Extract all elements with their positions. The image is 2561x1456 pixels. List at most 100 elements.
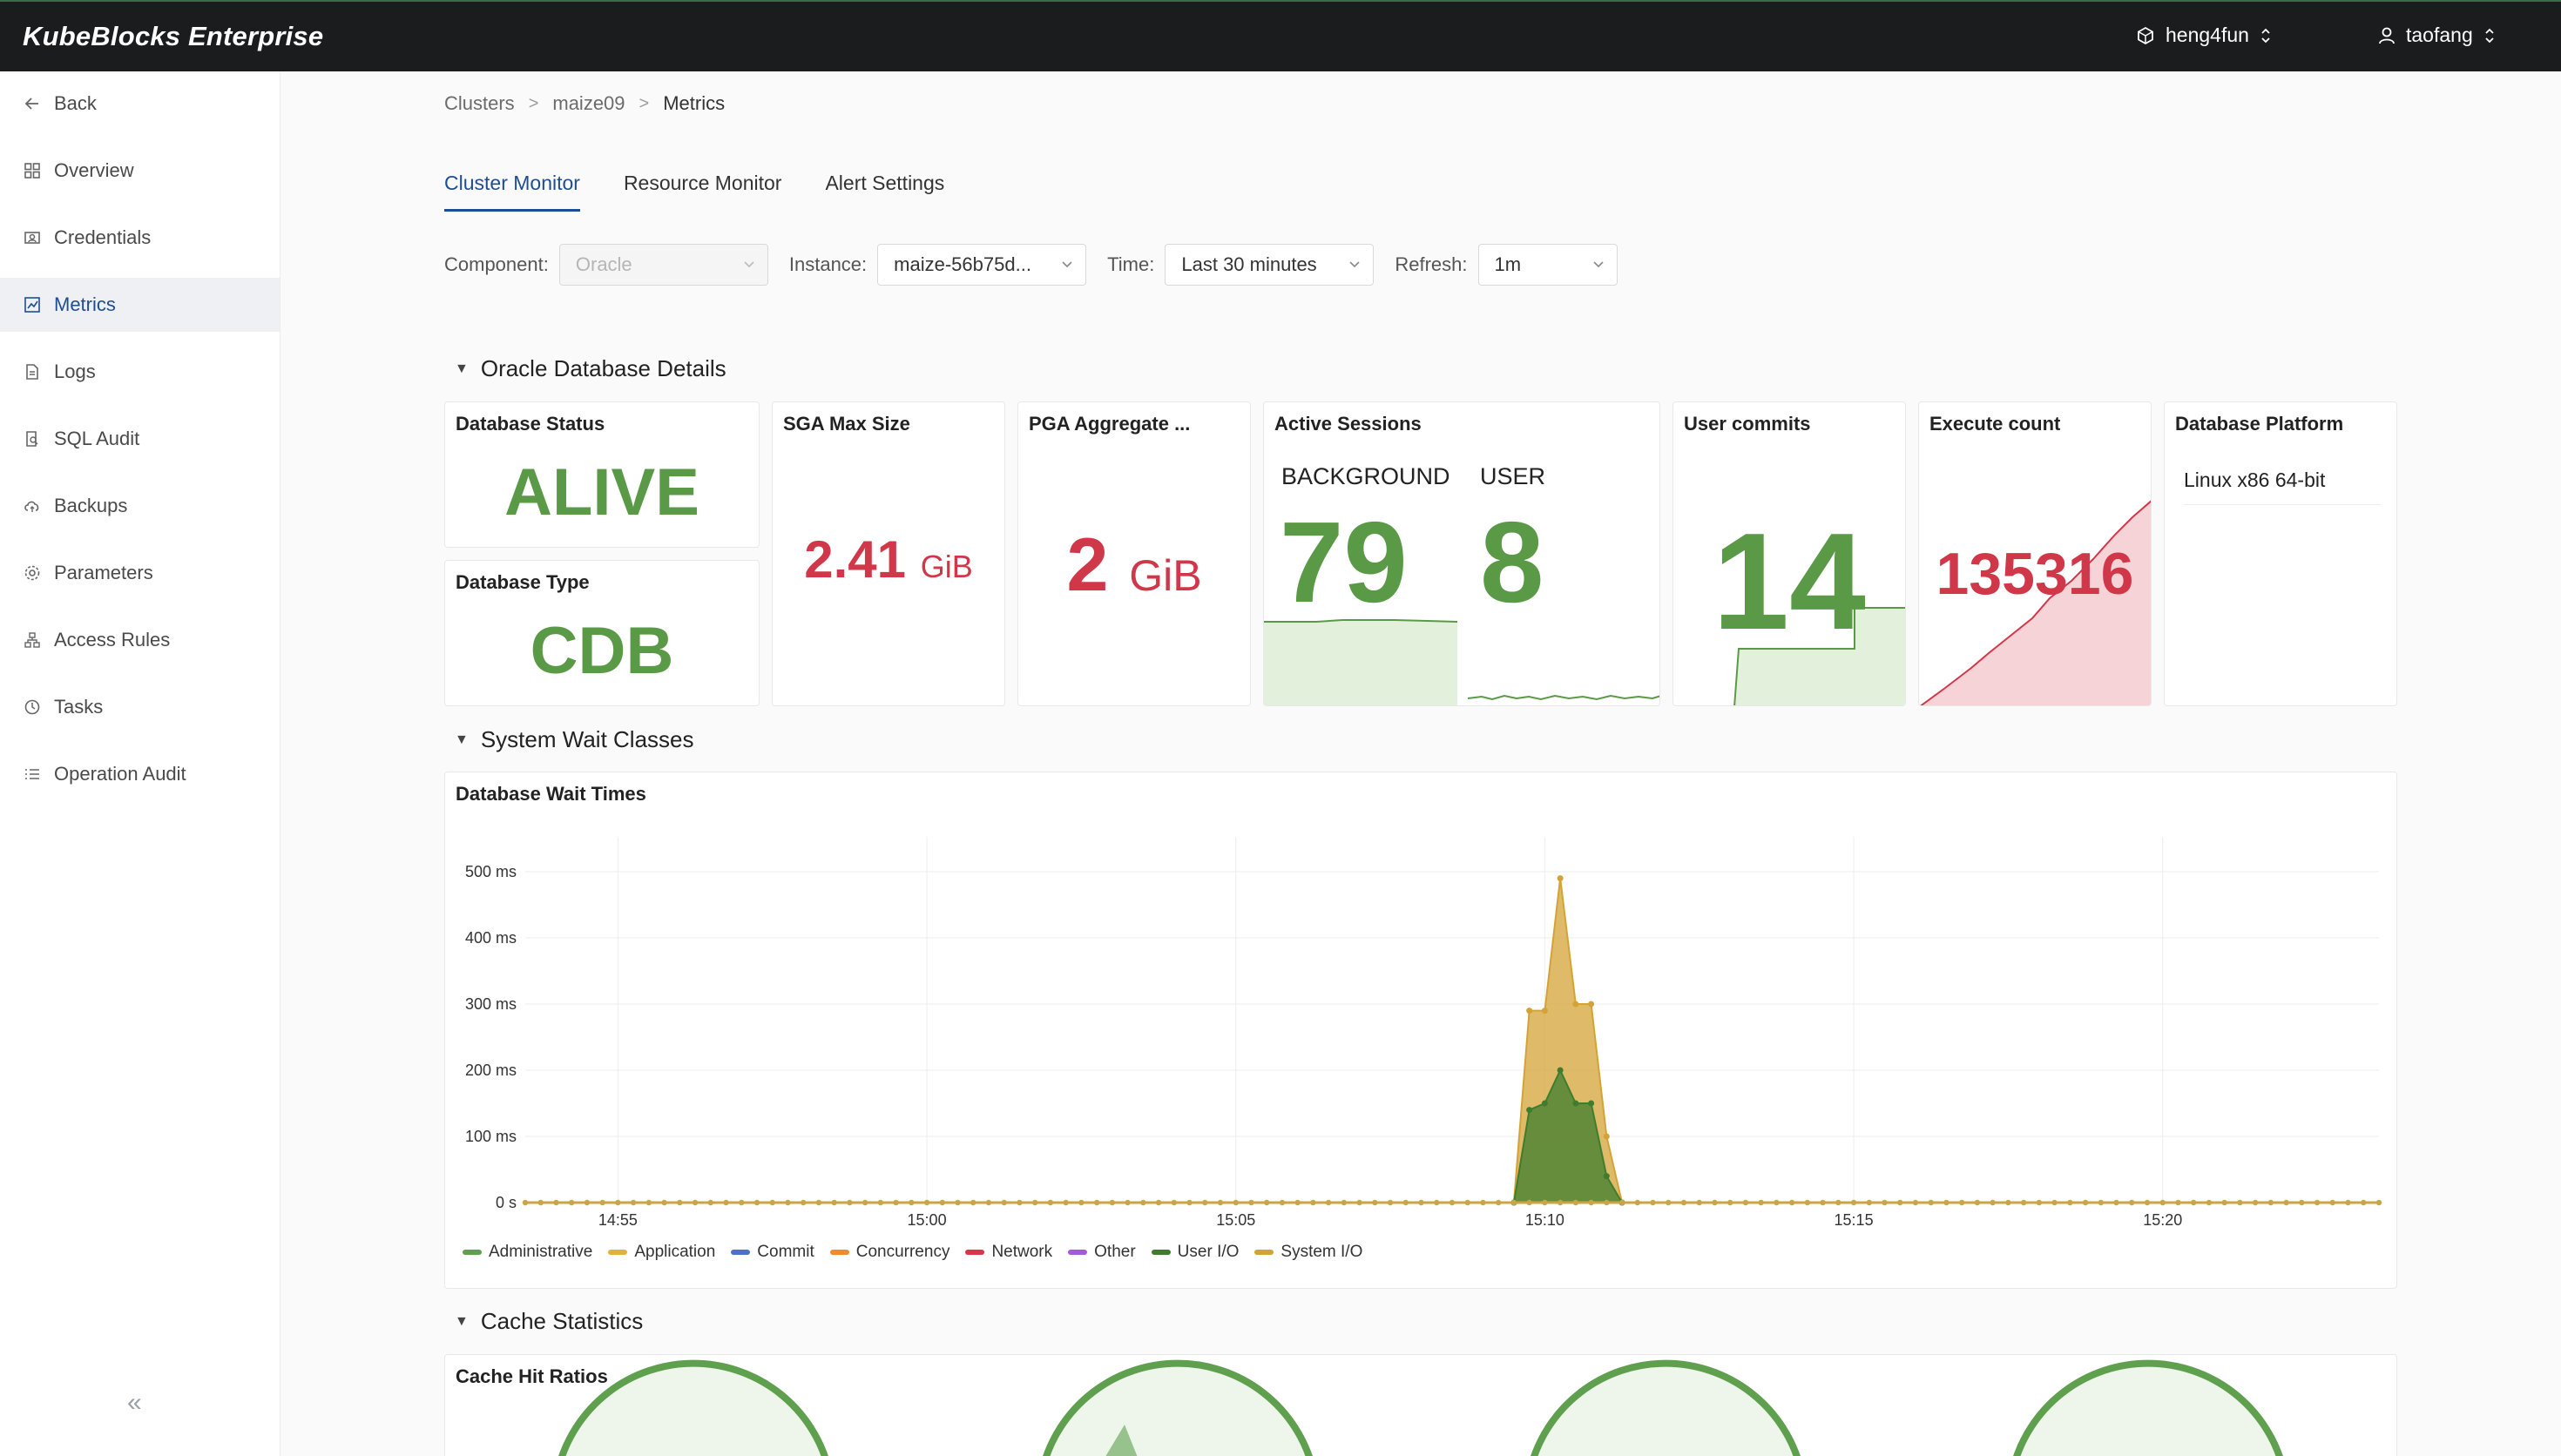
baseline-point bbox=[2252, 1199, 2259, 1206]
baseline-point bbox=[2005, 1199, 2011, 1206]
sidebar-item-backups[interactable]: Backups bbox=[0, 479, 280, 533]
background-label: BACKGROUND bbox=[1281, 463, 1450, 489]
tab-resource-monitor[interactable]: Resource Monitor bbox=[623, 172, 782, 194]
breadcrumb-cluster[interactable]: maize09 bbox=[552, 92, 625, 114]
sidebar-item-logs[interactable]: Logs bbox=[0, 345, 280, 399]
tab-bar: Cluster Monitor Resource Monitor Alert S… bbox=[444, 172, 944, 212]
sidebar-item-access-rules[interactable]: Access Rules bbox=[0, 613, 280, 667]
baseline-point bbox=[1078, 1199, 1085, 1206]
baseline-point bbox=[522, 1199, 529, 1206]
y-tick-label: 100 ms bbox=[465, 1128, 517, 1145]
legend-item[interactable]: Concurrency bbox=[829, 1243, 949, 1262]
legend-label: Other bbox=[1094, 1243, 1136, 1261]
user-name: taofang bbox=[2406, 24, 2473, 46]
legend-swatch bbox=[731, 1250, 751, 1255]
x-tick-label: 15:00 bbox=[908, 1211, 947, 1229]
baseline-point bbox=[2361, 1199, 2367, 1206]
baseline-point bbox=[1882, 1199, 1888, 1206]
baseline-point bbox=[2067, 1199, 2073, 1206]
legend-swatch bbox=[965, 1250, 985, 1255]
component-label: Component: bbox=[444, 253, 549, 275]
brand-logo[interactable]: KubeBlocks Enterprise bbox=[23, 21, 324, 51]
breadcrumb-clusters[interactable]: Clusters bbox=[444, 92, 515, 114]
baseline-point bbox=[1434, 1199, 1440, 1206]
tab-alert-settings[interactable]: Alert Settings bbox=[825, 172, 945, 194]
sidebar-item-metrics[interactable]: Metrics bbox=[0, 278, 280, 332]
baseline-point bbox=[831, 1199, 837, 1206]
baseline-point bbox=[2237, 1199, 2243, 1206]
series-point bbox=[1541, 1100, 1548, 1107]
series-point bbox=[1557, 1067, 1564, 1074]
sidebar-item-label: Credentials bbox=[54, 226, 152, 248]
panel-title: Cache Hit Ratios bbox=[456, 1365, 608, 1387]
section-header-cache[interactable]: ▼ Cache Statistics bbox=[455, 1308, 644, 1334]
legend-item[interactable]: Network bbox=[965, 1243, 1052, 1262]
tab-cluster-monitor[interactable]: Cluster Monitor bbox=[444, 172, 580, 212]
org-selector[interactable]: heng4fun bbox=[2136, 24, 2272, 47]
series-point bbox=[1603, 1133, 1610, 1140]
baseline-point bbox=[1001, 1199, 1007, 1206]
legend-item[interactable]: Administrative bbox=[463, 1243, 592, 1262]
sidebar-item-tasks[interactable]: Tasks bbox=[0, 680, 280, 734]
gauge-2-needle bbox=[1105, 1425, 1138, 1456]
baseline-point bbox=[1712, 1199, 1718, 1206]
section-header-wait-classes[interactable]: ▼ System Wait Classes bbox=[455, 726, 694, 752]
baseline-point bbox=[815, 1199, 822, 1206]
baseline-point bbox=[1496, 1199, 1502, 1206]
refresh-select[interactable]: 1m bbox=[1477, 244, 1618, 286]
user-menu[interactable]: taofang bbox=[2378, 24, 2496, 47]
x-tick-label: 14:55 bbox=[598, 1211, 638, 1229]
sidebar-item-operation-audit[interactable]: Operation Audit bbox=[0, 747, 280, 801]
chevron-down-icon bbox=[1349, 261, 1360, 268]
sga-value: 2.41 GiB bbox=[804, 530, 973, 589]
sidebar-item-parameters[interactable]: Parameters bbox=[0, 546, 280, 600]
instance-select[interactable]: maize-56b75d... bbox=[877, 244, 1087, 286]
baseline-point bbox=[1542, 1199, 1548, 1206]
breadcrumb: Clusters > maize09 > Metrics bbox=[444, 92, 725, 115]
baseline-point bbox=[1372, 1199, 1378, 1206]
gauge-3 bbox=[1531, 1359, 1801, 1456]
baseline-point bbox=[955, 1199, 961, 1206]
legend-item[interactable]: System I/O bbox=[1254, 1243, 1362, 1262]
panel-pga-aggregate: PGA Aggregate ... 2 GiB bbox=[1017, 401, 1251, 706]
legend-item[interactable]: Application bbox=[608, 1243, 715, 1262]
baseline-point bbox=[909, 1199, 915, 1206]
sidebar-item-sql-audit[interactable]: SQL Audit bbox=[0, 412, 280, 466]
baseline-point bbox=[739, 1199, 745, 1206]
legend-swatch bbox=[1151, 1250, 1171, 1255]
sidebar-item-back[interactable]: Back bbox=[0, 77, 280, 131]
legend-item[interactable]: User I/O bbox=[1151, 1243, 1239, 1262]
baseline-point bbox=[2221, 1199, 2227, 1206]
baseline-point bbox=[2345, 1199, 2351, 1206]
sidebar-item-overview[interactable]: Overview bbox=[0, 144, 280, 198]
collapse-sidebar-icon[interactable]: « bbox=[127, 1388, 142, 1417]
baseline-point bbox=[1974, 1199, 1981, 1206]
baseline-point bbox=[2267, 1199, 2274, 1206]
baseline-point bbox=[1588, 1199, 1594, 1206]
legend-item[interactable]: Commit bbox=[731, 1243, 814, 1262]
baseline-point bbox=[1572, 1199, 1579, 1206]
series-point bbox=[1603, 1173, 1610, 1180]
baseline-point bbox=[1171, 1199, 1177, 1206]
baseline-point bbox=[1155, 1199, 1162, 1206]
baseline-point bbox=[2129, 1199, 2135, 1206]
baseline-point bbox=[707, 1199, 713, 1206]
baseline-point bbox=[1356, 1199, 1362, 1206]
time-select[interactable]: Last 30 minutes bbox=[1165, 244, 1375, 286]
baseline-point bbox=[661, 1199, 667, 1206]
baseline-point bbox=[1866, 1199, 1872, 1206]
legend-label: System I/O bbox=[1280, 1243, 1363, 1261]
section-header-details[interactable]: ▼ Oracle Database Details bbox=[455, 355, 726, 381]
component-select[interactable]: Oracle bbox=[558, 244, 768, 286]
baseline-point bbox=[1650, 1199, 1656, 1206]
legend-item[interactable]: Other bbox=[1068, 1243, 1136, 1262]
baseline-point bbox=[2159, 1199, 2166, 1206]
baseline-point bbox=[985, 1199, 992, 1206]
baseline-point bbox=[2051, 1199, 2058, 1206]
wait-times-chart: 0 s 100 ms 200 ms 300 ms 400 ms 500 ms 14:55 15… bbox=[465, 837, 2382, 1229]
legend-swatch bbox=[829, 1250, 849, 1255]
baseline-point bbox=[2082, 1199, 2089, 1206]
sidebar-item-credentials[interactable]: Credentials bbox=[0, 211, 280, 265]
chart-icon bbox=[23, 295, 42, 314]
y-tick-label: 200 ms bbox=[465, 1062, 517, 1079]
